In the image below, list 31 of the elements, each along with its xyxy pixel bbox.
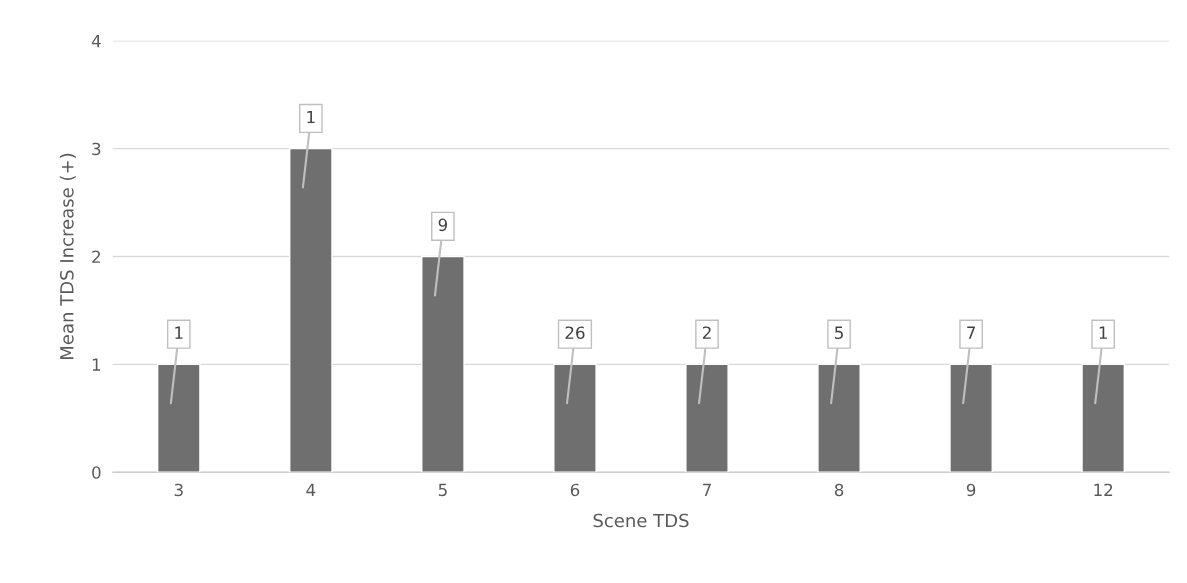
y-tick-label: 2	[92, 250, 100, 263]
bar	[817, 363, 861, 473]
y-tick-label: 4	[91, 34, 101, 48]
bar	[949, 363, 993, 473]
bar	[685, 363, 729, 473]
y-axis-title: Mean TDS Increase (+)	[59, 153, 76, 359]
bar	[553, 363, 597, 473]
y-tick-label: 3	[92, 142, 101, 156]
x-tick-label: 12	[1094, 483, 1113, 497]
x-tick-label: 6	[570, 483, 580, 497]
x-tick-label: 8	[834, 483, 844, 497]
x-tick-label: 9	[966, 483, 976, 497]
annotation: 1	[175, 326, 183, 339]
annotation: 9	[438, 218, 448, 232]
annotation: 1	[1099, 326, 1107, 339]
bar	[156, 363, 201, 473]
x-tick-label: 3	[174, 483, 183, 497]
x-tick-label: 5	[438, 483, 447, 497]
annotation: 7	[967, 326, 975, 339]
y-tick-label: 0	[92, 466, 101, 479]
bar	[1081, 363, 1125, 473]
annotation: 2	[702, 326, 711, 339]
annotation: 26	[565, 326, 585, 340]
annotation: 1	[307, 110, 315, 124]
x-tick-label: 7	[703, 483, 711, 497]
y-tick-label: 1	[92, 358, 101, 371]
bar	[289, 147, 333, 473]
bar	[421, 255, 465, 473]
x-tick-label: 4	[306, 483, 316, 497]
x-axis-title: Scene TDS	[593, 513, 689, 528]
annotation: 5	[835, 326, 843, 340]
